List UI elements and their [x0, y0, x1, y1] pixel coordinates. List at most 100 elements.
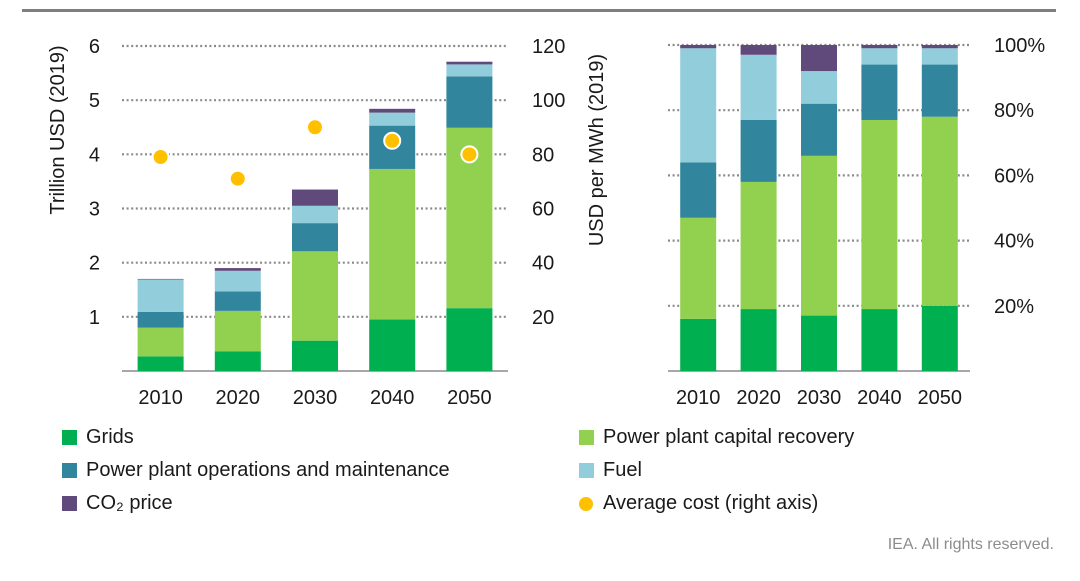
average-cost-point — [460, 145, 479, 164]
y2-tick-label: 60 — [532, 199, 554, 221]
y-tick-label: 20% — [994, 296, 1034, 318]
bar-segment-co2 — [861, 45, 898, 49]
y-tick-label: 100% — [994, 35, 1045, 57]
bar-segment-grids — [921, 305, 958, 371]
bar-segment-om — [137, 311, 184, 328]
x-tick-label: 2040 — [370, 387, 415, 409]
bar-segment-grids — [214, 351, 261, 371]
x-tick-label: 2020 — [216, 387, 261, 409]
bar-segment-om — [292, 223, 338, 252]
bar-segment-om — [446, 76, 493, 128]
y-tick-label: 60% — [994, 165, 1034, 187]
bar-segment-om — [801, 103, 837, 156]
average-cost-point — [151, 148, 170, 167]
bar-segment-co2 — [921, 45, 958, 49]
y2-tick-label: 100 — [532, 90, 565, 112]
bar-segment-fuel — [801, 71, 837, 104]
x-tick-label: 2050 — [918, 387, 963, 409]
average-cost-point — [383, 131, 402, 150]
bar-segment-co2 — [137, 278, 184, 280]
bar-segment-co2 — [214, 268, 261, 271]
legend-swatch-grids — [62, 430, 77, 445]
x-tick-label: 2040 — [857, 387, 902, 409]
y-axis-title: Trillion USD (2019) — [47, 45, 69, 214]
credit-text: IEA. All rights reserved. — [887, 536, 1054, 553]
bar-segment-fuel — [680, 48, 717, 163]
bar-segment-co2 — [446, 61, 493, 65]
bar-segment-grids — [740, 309, 777, 371]
legend-item-om: Power plant operations and maintenance — [62, 459, 450, 482]
legend-label-avg: Average cost (right axis) — [603, 492, 819, 514]
legend-swatch-om — [62, 463, 77, 478]
bar-segment-capital — [214, 310, 261, 352]
bar-segment-capital — [921, 116, 958, 306]
x-tick-label: 2030 — [797, 387, 842, 409]
bar-segment-grids — [446, 308, 493, 371]
bar-segment-capital — [740, 181, 777, 310]
bar-segment-co2 — [292, 189, 338, 206]
bar-segment-co2 — [369, 108, 416, 113]
bar-segment-capital — [680, 217, 717, 319]
bar-segment-capital — [292, 251, 338, 341]
bar-segment-capital — [861, 119, 898, 310]
legend-label-capital: Power plant capital recovery — [603, 426, 855, 448]
x-tick-label: 2010 — [676, 387, 721, 409]
right-chart-share: 20% 40% 60% 80% 100% 2010 2020 2030 2040 2050 — [668, 35, 1045, 409]
bar-segment-om — [861, 64, 898, 120]
bar-segment-fuel — [292, 205, 338, 224]
bar-segment-fuel — [214, 270, 261, 292]
x-tick-label: 2050 — [447, 387, 492, 409]
bar-segment-fuel — [137, 279, 184, 312]
legend-swatch-fuel — [579, 463, 594, 478]
legend-item-capital: Power plant capital recovery — [579, 426, 854, 449]
bar-segment-capital — [369, 168, 416, 320]
y2-tick-label: 20 — [532, 307, 554, 329]
legend-item-grids: Grids — [62, 426, 134, 449]
bar-segment-capital — [801, 155, 837, 316]
x-tick-label: 2020 — [736, 387, 781, 409]
bar-segment-co2 — [740, 45, 777, 55]
bar-segment-grids — [137, 356, 184, 371]
average-cost-point — [228, 169, 247, 188]
bar-segment-grids — [369, 319, 416, 371]
legend-swatch-co2 — [62, 496, 77, 511]
legend-label-co2: CO₂ price — [86, 492, 173, 514]
legend-dot-avg — [579, 496, 593, 511]
bar-segment-grids — [292, 340, 338, 371]
top-rule — [22, 9, 1056, 12]
y2-tick-label: 120 — [532, 36, 565, 58]
legend-label-fuel: Fuel — [603, 459, 642, 481]
y-tick-label: 80% — [994, 100, 1034, 122]
bar-segment-grids — [861, 309, 898, 371]
bar-segment-grids — [801, 315, 837, 371]
legend-label-grids: Grids — [86, 426, 134, 448]
bar-segment-co2 — [801, 45, 837, 72]
bar-segment-om — [740, 119, 777, 182]
x-tick-label: 2010 — [138, 387, 183, 409]
y2-axis-title: USD per MWh (2019) — [586, 54, 608, 246]
y-tick-label: 3 — [89, 199, 100, 221]
y2-tick-label: 80 — [532, 144, 554, 166]
bar-segment-fuel — [861, 48, 898, 65]
y-tick-label: 4 — [89, 144, 100, 166]
bar-segment-capital — [137, 327, 184, 357]
bar-segment-co2 — [680, 45, 717, 49]
bar-segment-om — [214, 291, 261, 311]
y-tick-label: 1 — [89, 307, 100, 329]
legend-swatch-capital — [579, 430, 594, 445]
legend-label-om: Power plant operations and maintenance — [86, 459, 450, 481]
y-tick-label: 6 — [89, 36, 100, 58]
bar-segment-fuel — [740, 54, 777, 120]
legend-item-co2: CO₂ price — [62, 492, 173, 515]
y2-tick-label: 40 — [532, 253, 554, 275]
legend-item-avg: Average cost (right axis) — [579, 492, 818, 515]
x-tick-label: 2030 — [293, 387, 338, 409]
legend-item-fuel: Fuel — [579, 459, 642, 482]
bar-segment-grids — [680, 318, 717, 371]
bar-segment-fuel — [921, 48, 958, 65]
bar-segment-om — [680, 162, 717, 218]
y-tick-label: 2 — [89, 253, 100, 275]
y-tick-label: 5 — [89, 90, 100, 112]
